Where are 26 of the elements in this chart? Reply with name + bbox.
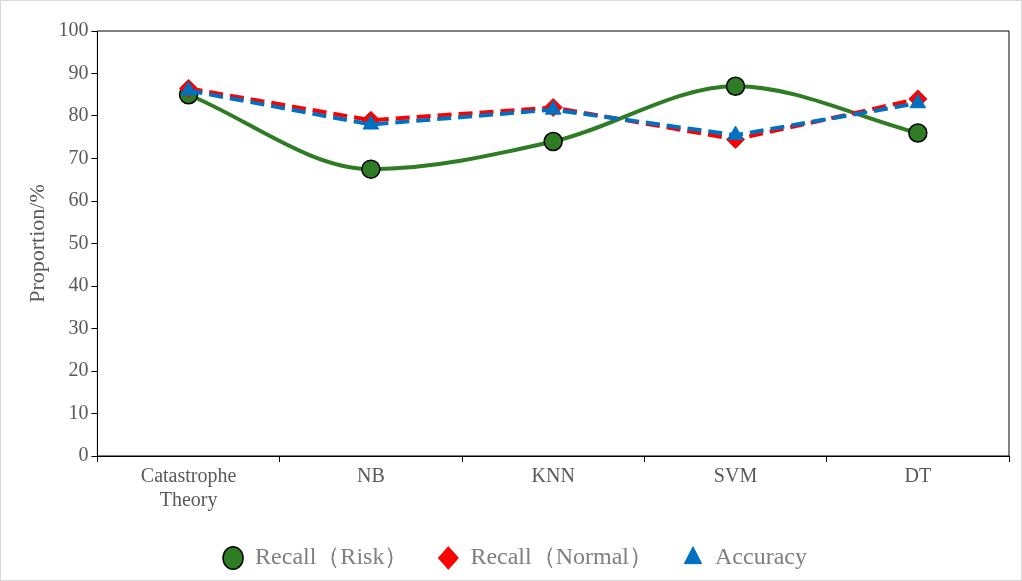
- x-tick-label: NB: [356, 464, 385, 487]
- x-tick-label: Catastrophe Theory: [140, 464, 237, 512]
- y-tick-label: 60: [68, 188, 89, 211]
- legend-label: Recall（Risk）: [255, 543, 409, 570]
- legend-label: Recall（Normal）: [470, 543, 654, 570]
- point: [727, 125, 744, 141]
- y-tick-label: 30: [68, 315, 89, 338]
- point: [362, 115, 380, 130]
- point: [543, 131, 563, 152]
- y-axis-title: Proportion/%: [23, 184, 49, 303]
- y-tick-label: 40: [68, 273, 89, 296]
- x-tick-label: DT: [904, 464, 932, 487]
- y-tick-label: 0: [78, 443, 89, 466]
- y-tick-label: 80: [68, 103, 89, 126]
- point: [361, 159, 381, 179]
- x-tick-label: SVM: [713, 464, 758, 487]
- y-tick-label: 50: [68, 230, 89, 253]
- y-tick-label: 90: [68, 60, 89, 83]
- point: [908, 123, 928, 143]
- y-tick-label: 70: [68, 145, 89, 168]
- point: [725, 76, 746, 96]
- y-tick-label: 20: [68, 358, 89, 381]
- y-tick-label: 10: [68, 400, 89, 423]
- x-tick-label: KNN: [531, 464, 575, 487]
- y-tick-label: 100: [58, 18, 89, 41]
- legend-label: Accuracy: [715, 543, 807, 570]
